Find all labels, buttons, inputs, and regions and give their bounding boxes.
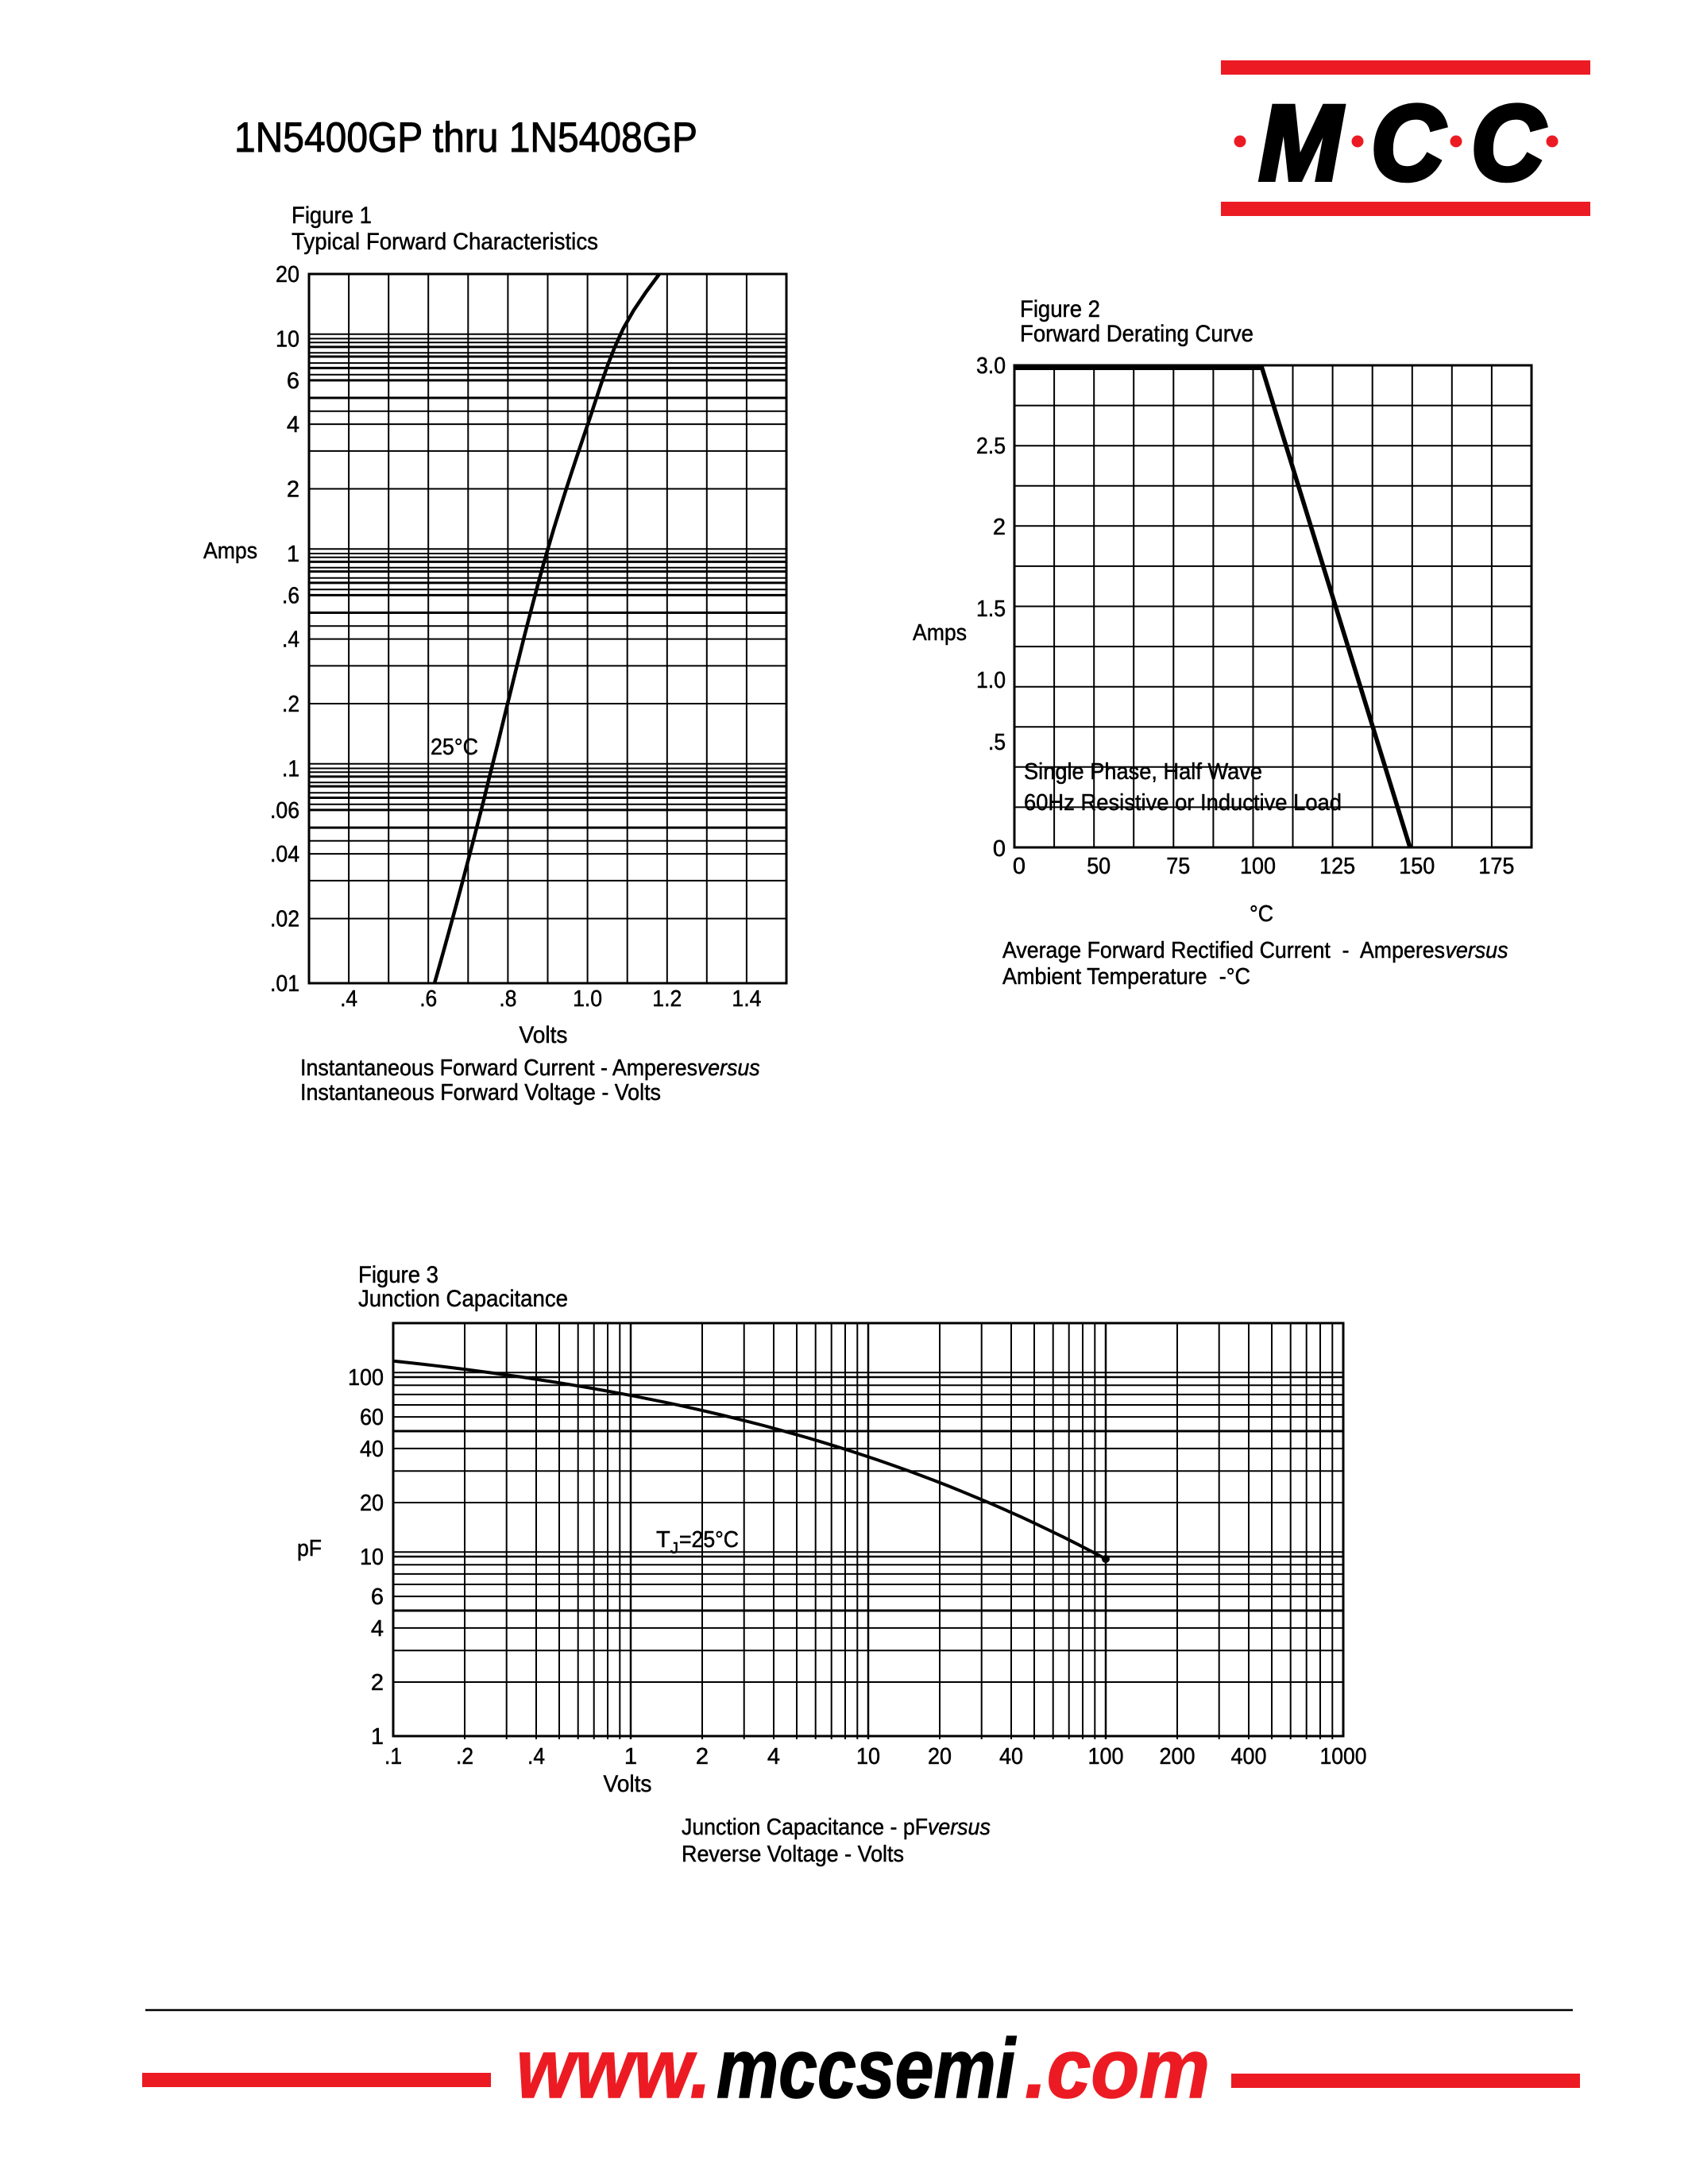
svg-text:.04: .04	[270, 842, 299, 867]
svg-text:T: T	[656, 1527, 670, 1553]
svg-text:100: 100	[1240, 854, 1276, 879]
svg-text:2: 2	[287, 477, 299, 503]
svg-text:Junction Capacitance - pF: Junction Capacitance - pF	[682, 1815, 928, 1840]
svg-text:1000: 1000	[1320, 1744, 1367, 1769]
svg-text:.01: .01	[270, 971, 299, 997]
svg-text:.4: .4	[340, 986, 357, 1012]
svg-text:www.: www.	[516, 2022, 711, 2116]
svg-text:20: 20	[928, 1744, 952, 1769]
svg-text:1.0: 1.0	[573, 986, 602, 1012]
svg-text:50: 50	[1087, 854, 1111, 879]
svg-text:4: 4	[767, 1744, 780, 1769]
svg-text:20: 20	[360, 1491, 384, 1516]
svg-text:1.2: 1.2	[652, 986, 682, 1012]
svg-text:.2: .2	[282, 692, 299, 717]
svg-text:1.4: 1.4	[732, 986, 761, 1012]
svg-text:Typical Forward Characteristic: Typical Forward Characteristics	[292, 229, 598, 255]
svg-text:Instantaneous Forward Voltage: Instantaneous Forward Voltage - Volts	[300, 1080, 661, 1106]
svg-text:125: 125	[1319, 854, 1355, 879]
svg-text:.1: .1	[384, 1744, 402, 1769]
svg-text:Amps: Amps	[203, 538, 257, 564]
svg-text:.4: .4	[282, 627, 299, 653]
svg-text:2.5: 2.5	[976, 434, 1006, 459]
svg-text:.06: .06	[270, 798, 299, 824]
svg-text:400: 400	[1231, 1744, 1267, 1769]
svg-text:0: 0	[993, 836, 1006, 862]
svg-text:Single Phase, Half Wave: Single Phase, Half Wave	[1024, 759, 1262, 785]
svg-text:Volts: Volts	[604, 1771, 652, 1797]
svg-text:60: 60	[360, 1405, 384, 1430]
svg-text:versus: versus	[928, 1815, 991, 1840]
svg-text:4: 4	[287, 412, 299, 438]
svg-text:Instantaneous Forward Current: Instantaneous Forward Current - Amperes	[300, 1055, 697, 1081]
svg-text:J: J	[670, 1540, 678, 1557]
svg-text:Average Forward Rectified Curr: Average Forward Rectified Current - Ampe…	[1002, 938, 1445, 963]
svg-text:.02: .02	[270, 907, 299, 932]
svg-text:.6: .6	[282, 583, 299, 608]
svg-text:175: 175	[1478, 854, 1514, 879]
svg-text:.5: .5	[988, 730, 1006, 755]
svg-text:Figure 1: Figure 1	[292, 203, 372, 229]
svg-text:.8: .8	[499, 986, 516, 1012]
svg-text:versus: versus	[1446, 938, 1508, 963]
svg-text:1N5400GP thru 1N5408GP: 1N5400GP thru 1N5408GP	[234, 114, 697, 161]
svg-text:C: C	[1471, 84, 1546, 203]
svg-text:.2: .2	[456, 1744, 473, 1769]
svg-text:C: C	[1371, 84, 1446, 203]
svg-text:Ambient Temperature -°C: Ambient Temperature -°C	[1002, 964, 1250, 990]
svg-text:.4: .4	[527, 1744, 545, 1769]
svg-text:.com: .com	[1025, 2022, 1210, 2116]
svg-text:.6: .6	[419, 986, 437, 1012]
svg-text:Reverse Voltage - Volts: Reverse Voltage - Volts	[682, 1842, 904, 1867]
svg-text:10: 10	[360, 1545, 384, 1570]
svg-text:Forward Derating Curve: Forward Derating Curve	[1020, 321, 1253, 347]
svg-text:=25°C: =25°C	[679, 1527, 739, 1553]
svg-text:100: 100	[1088, 1744, 1124, 1769]
svg-text:75: 75	[1166, 854, 1190, 879]
svg-text:Junction Capacitance: Junction Capacitance	[358, 1286, 568, 1312]
svg-text:10: 10	[276, 326, 299, 352]
svg-text:150: 150	[1399, 854, 1435, 879]
svg-text:2: 2	[371, 1670, 384, 1696]
svg-text:10: 10	[856, 1744, 880, 1769]
svg-text:40: 40	[999, 1744, 1023, 1769]
svg-text:40: 40	[360, 1437, 384, 1462]
svg-text:.1: .1	[282, 757, 299, 782]
svg-text:1: 1	[624, 1744, 637, 1769]
svg-text:Figure 3: Figure 3	[358, 1262, 438, 1288]
svg-text:1.5: 1.5	[976, 596, 1006, 622]
svg-text:200: 200	[1160, 1744, 1196, 1769]
svg-text:1: 1	[371, 1724, 384, 1750]
svg-text:6: 6	[287, 369, 299, 394]
svg-text:6: 6	[371, 1584, 384, 1610]
svg-text:3.0: 3.0	[976, 353, 1006, 379]
svg-text:Amps: Amps	[913, 620, 967, 646]
svg-text:Figure 2: Figure 2	[1020, 296, 1100, 322]
svg-text:2: 2	[993, 515, 1006, 540]
svg-text:versus: versus	[697, 1055, 760, 1081]
svg-text:25°C: 25°C	[431, 735, 478, 760]
svg-text:pF: pF	[297, 1536, 322, 1561]
svg-text:60Hz Resistive or Inductive Lo: 60Hz Resistive or Inductive Load	[1024, 790, 1342, 816]
svg-text:1: 1	[287, 542, 299, 567]
svg-text:1.0: 1.0	[976, 668, 1006, 693]
svg-text:M: M	[1259, 84, 1343, 203]
svg-text:Volts: Volts	[520, 1022, 568, 1048]
svg-text:2: 2	[696, 1744, 709, 1769]
svg-text:4: 4	[371, 1616, 384, 1642]
svg-text:0: 0	[1013, 854, 1026, 879]
svg-text:20: 20	[276, 262, 299, 287]
svg-text:mccsemi: mccsemi	[717, 2022, 1017, 2116]
svg-text:100: 100	[348, 1365, 384, 1391]
svg-text:°C: °C	[1250, 901, 1273, 927]
